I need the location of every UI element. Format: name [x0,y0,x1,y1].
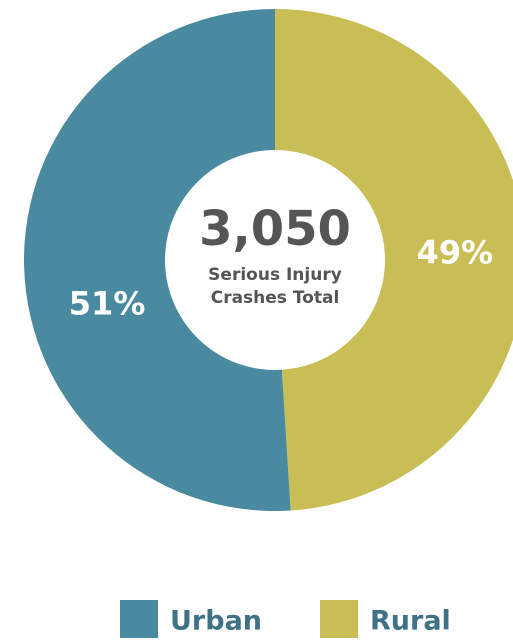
legend-label: Urban [170,606,262,637]
legend-swatch [120,600,158,638]
value-label: 49% [417,233,494,271]
donut-slice [275,9,513,511]
value-label: 51% [69,285,146,323]
center-caption: Crashes Total [211,288,340,308]
legend-swatch [320,600,358,638]
donut-slice [23,9,291,512]
center-caption: Serious Injury [208,265,342,285]
legend-label: Rural [370,606,451,637]
center-total: 3,050 [199,201,351,257]
